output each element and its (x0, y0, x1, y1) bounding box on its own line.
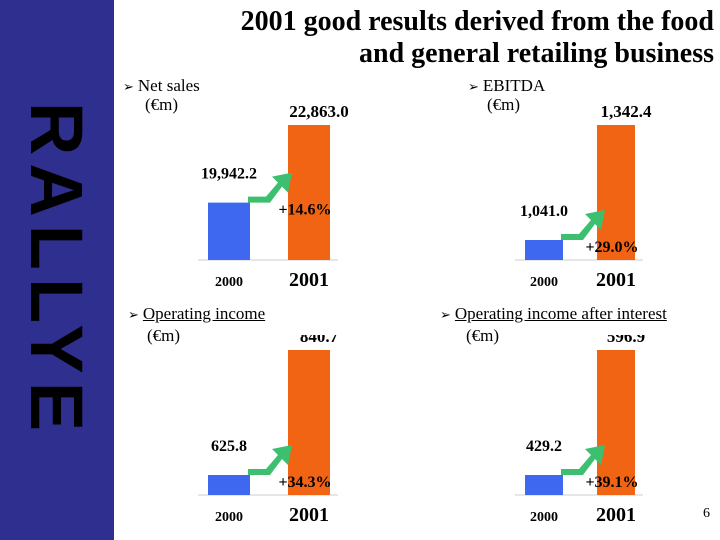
bullet-arrow-icon: ➢ (468, 80, 479, 95)
bar-chart-2: 1,041.0 1,342.4 +29.0% 2000 2001 (515, 102, 653, 291)
bar-chart-4: 429.2 596.9 +39.1% 2000 2001 (515, 335, 645, 526)
net-sales-label: ➢ Net sales (123, 76, 200, 95)
title-line-2: and general retailing business (359, 38, 714, 69)
growth-arrow-icon (248, 445, 292, 475)
rally-logo: RALLYE (15, 101, 99, 439)
growth-percent: +34.3% (278, 474, 331, 491)
value-label-2000: 625.8 (211, 438, 247, 455)
category-label-2000: 2000 (530, 510, 558, 525)
growth-arrow-icon (248, 172, 292, 203)
operating-income-label: ➢ Operating income (128, 304, 266, 323)
sidebar: RALLYE (0, 0, 114, 540)
page-number: 6 (703, 506, 710, 521)
bar-2001 (288, 350, 330, 495)
value-label-2001: 22,863.0 (289, 102, 349, 121)
bar-chart-3: 625.8 840.7 +34.3% 2000 2001 (198, 335, 339, 526)
category-label-2000: 2000 (215, 510, 243, 525)
value-label-2000: 429.2 (526, 438, 562, 455)
operating-income-unit: (€m) (147, 326, 181, 345)
value-label-2001: 596.9 (607, 335, 645, 346)
bar-2000 (525, 475, 563, 495)
ebitda-unit: (€m) (487, 95, 521, 114)
sidebar-divider (114, 0, 116, 540)
value-label-2001: 1,342.4 (601, 102, 653, 121)
slide-title: 2001 good results derived from the food … (120, 6, 714, 70)
bar-2001 (597, 125, 635, 260)
growth-percent: +39.1% (585, 474, 638, 491)
category-label-2001: 2001 (289, 504, 329, 526)
bullet-arrow-icon: ➢ (440, 308, 451, 323)
title-line-1: 2001 good results derived from the food (240, 6, 714, 37)
category-label-2000: 2000 (530, 275, 558, 290)
bar-2001 (288, 125, 330, 260)
bullet-arrow-icon: ➢ (128, 308, 139, 323)
operating-income-after-interest-unit: (€m) (466, 326, 500, 345)
growth-percent: +14.6% (278, 202, 331, 219)
growth-arrow-icon (561, 445, 605, 475)
ebitda-label: ➢ EBITDA (468, 76, 546, 95)
bullet-arrow-icon: ➢ (123, 80, 134, 95)
growth-arrow-icon (561, 210, 605, 240)
value-label-2001: 840.7 (300, 335, 339, 346)
category-label-2001: 2001 (596, 504, 636, 526)
category-label-2001: 2001 (596, 269, 636, 291)
bar-2000 (525, 240, 563, 260)
category-label-2000: 2000 (215, 275, 243, 290)
bar-2000 (208, 202, 250, 260)
value-label-2000: 19,942.2 (201, 166, 257, 183)
bar-chart-1: 19,942.2 22,863.0 +14.6% 2000 2001 (198, 102, 349, 291)
growth-percent: +29.0% (585, 239, 638, 256)
bar-2001 (597, 350, 635, 495)
net-sales-unit: (€m) (145, 95, 179, 114)
value-label-2000: 1,041.0 (520, 203, 568, 220)
category-label-2001: 2001 (289, 269, 329, 291)
bar-2000 (208, 475, 250, 495)
operating-income-after-interest-label: ➢ Operating income after interest (440, 304, 667, 323)
